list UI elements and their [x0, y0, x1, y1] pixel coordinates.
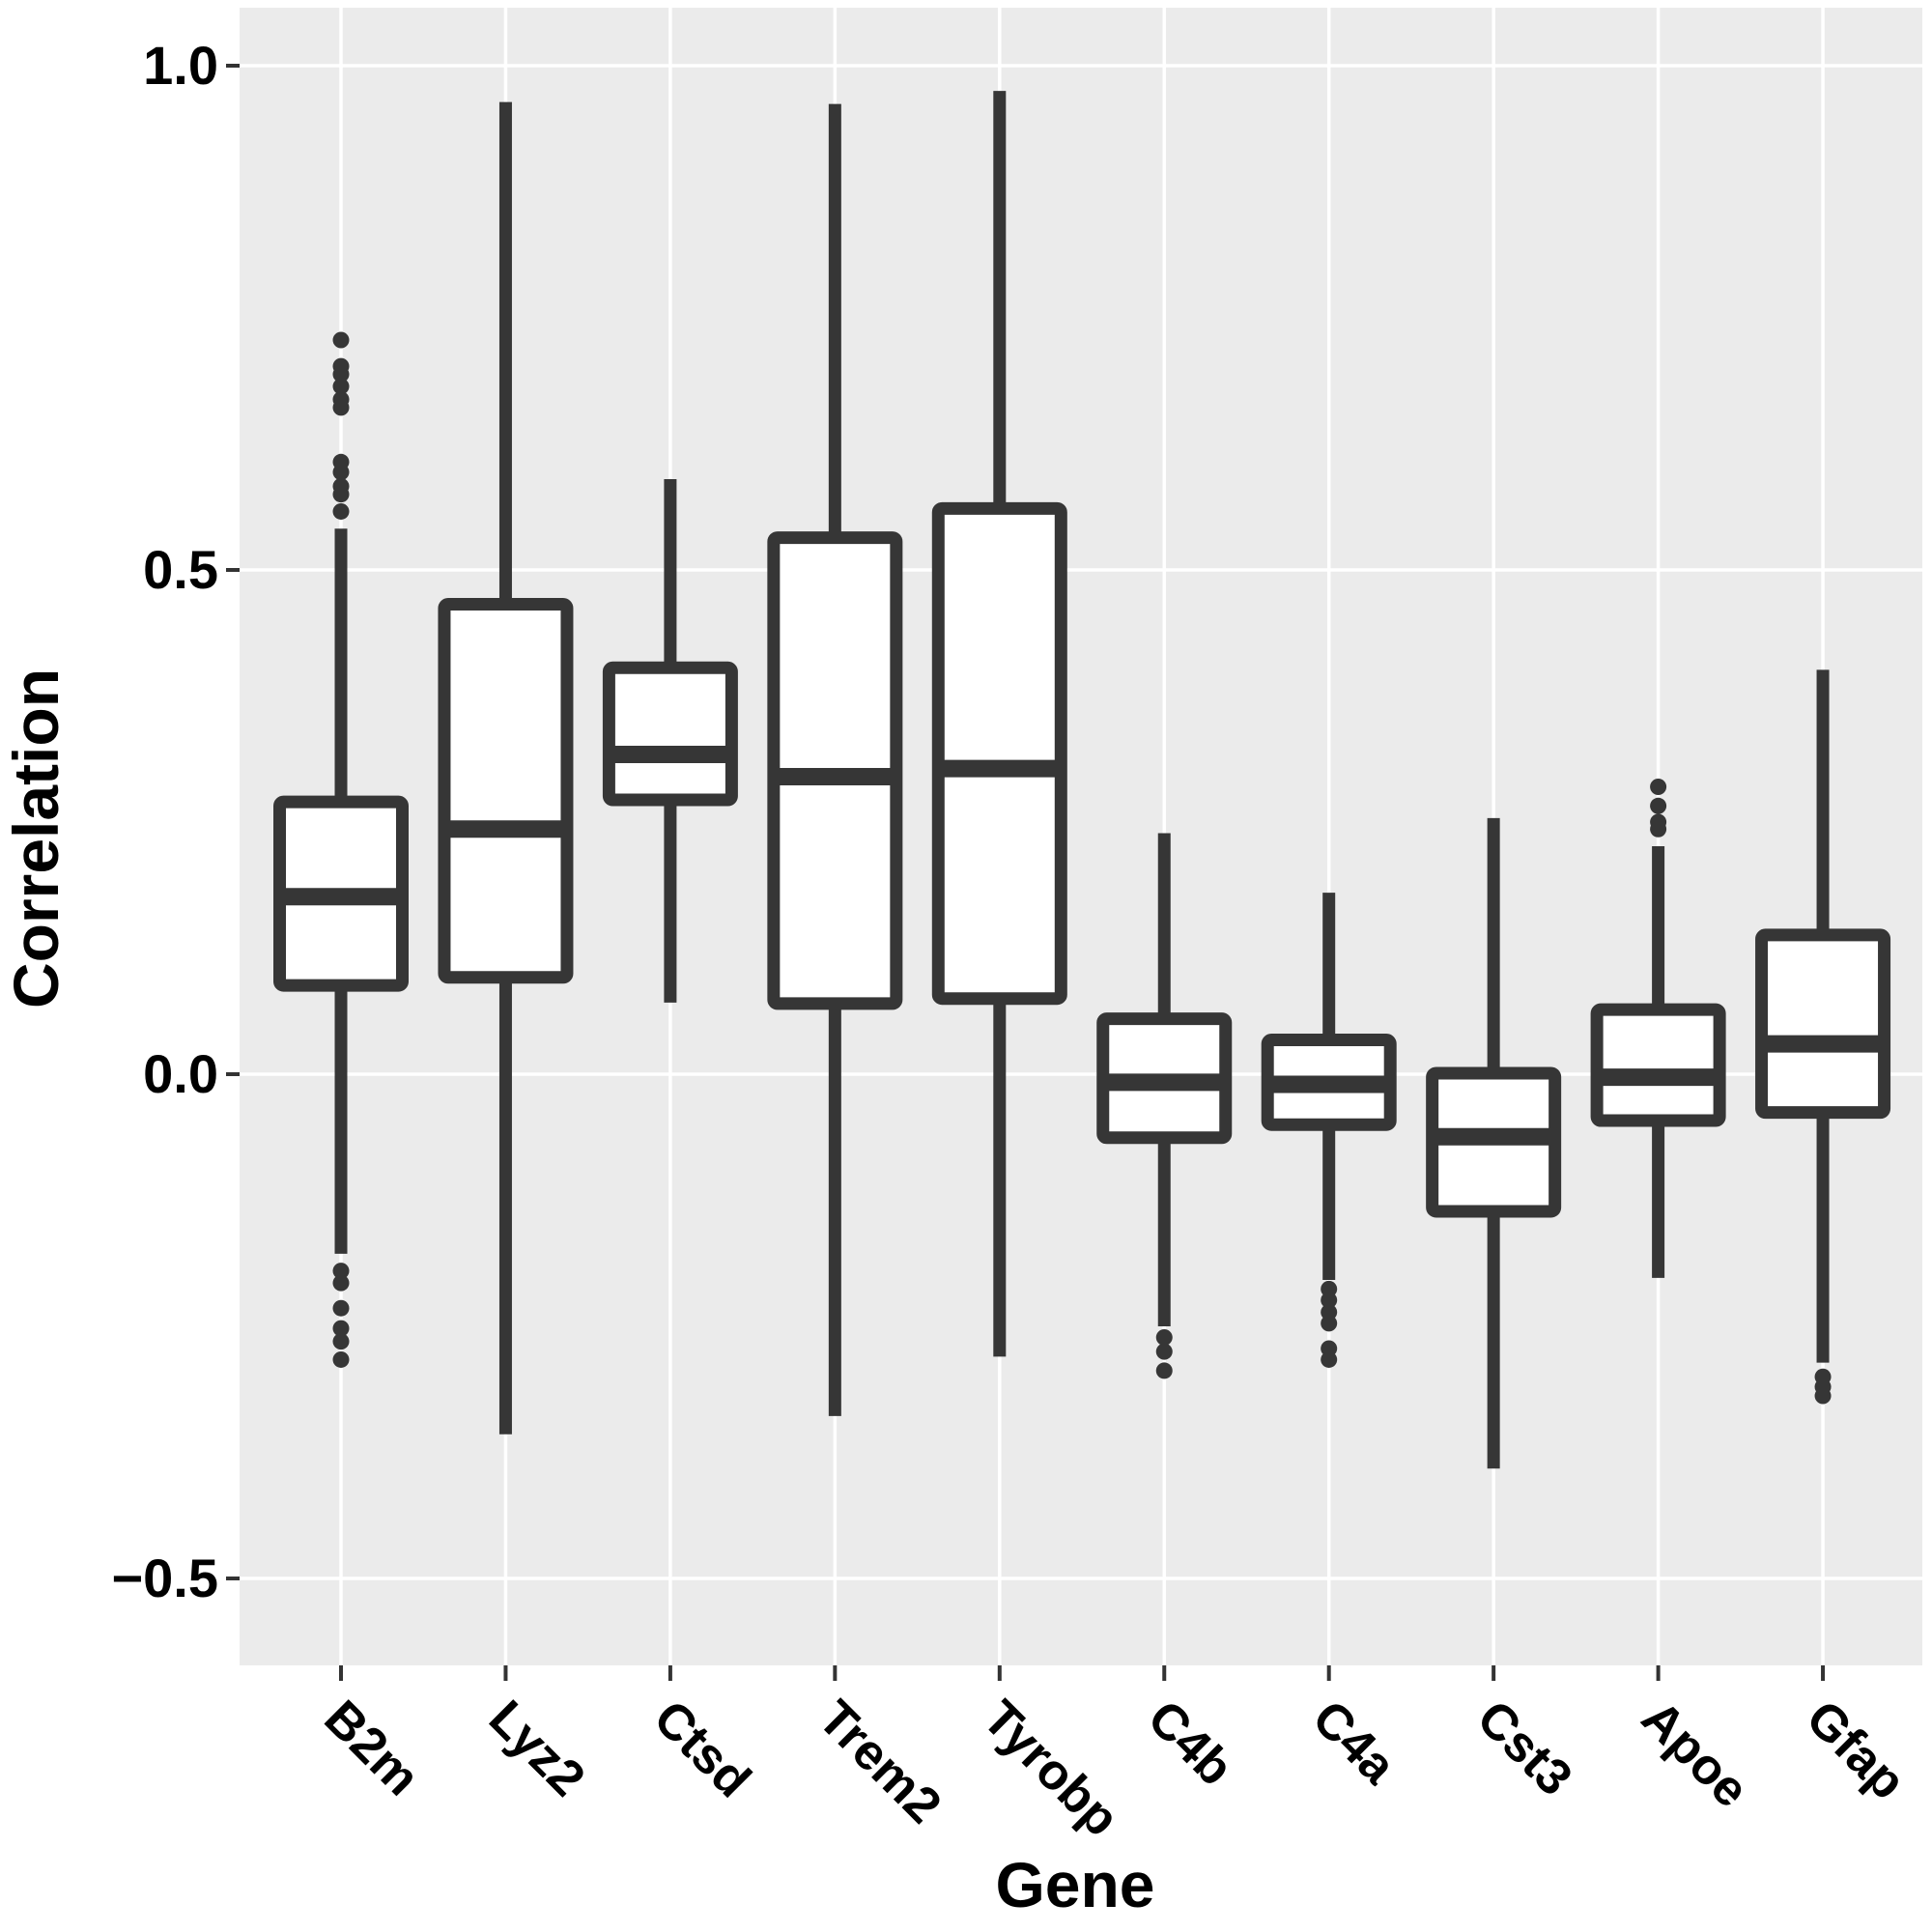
x-axis-title: Gene [995, 1849, 1154, 1920]
outlier-C4a-1 [1321, 1292, 1338, 1309]
boxplot-C4b [1096, 833, 1233, 1379]
boxplot-Cst3 [1426, 817, 1562, 1469]
outlier-B2m-12 [332, 1274, 350, 1292]
y-tick-label-0: 0.0 [143, 1043, 218, 1104]
outlier-C4b-1 [1155, 1343, 1173, 1360]
x-tick-label-Tyrobp: Tyrobp [972, 1690, 1129, 1847]
outlier-B2m-14 [332, 1320, 350, 1337]
outlier-B2m-7 [332, 464, 350, 481]
box-Ctsd [602, 661, 738, 807]
x-tick-label-Apoe: Apoe [1631, 1690, 1759, 1818]
y-tick-label--0.5: −0.5 [111, 1548, 218, 1608]
outlier-B2m-15 [332, 1333, 350, 1350]
outlier-Gfap-2 [1814, 1387, 1832, 1405]
outlier-B2m-0 [332, 331, 350, 349]
outlier-B2m-3 [332, 378, 350, 395]
box-Gfap [1755, 928, 1891, 1120]
x-axis: B2m Lyz2 Ctsd Trem2 Tyrobp C4b C4a Cst3 Apoe Gfap [314, 1665, 1917, 1847]
x-tick-label-Trem2: Trem2 [808, 1690, 952, 1833]
x-tick-label-C4a: C4a [1301, 1690, 1406, 1795]
outlier-C4a-3 [1321, 1315, 1338, 1332]
y-tick-label-1: 1.0 [143, 35, 218, 96]
boxplot-Lyz2 [438, 101, 574, 1435]
y-axis-title: Correlation [0, 668, 71, 1009]
outlier-B2m-10 [332, 502, 350, 520]
y-axis: 1.0 0.5 0.0 −0.5 [111, 35, 240, 1608]
outlier-B2m-16 [332, 1350, 350, 1368]
box-Lyz2 [438, 597, 574, 984]
boxplots [273, 91, 1891, 1469]
outlier-Apoe-0 [1650, 778, 1667, 795]
boxplot-C4a [1261, 893, 1397, 1368]
outlier-B2m-11 [332, 1263, 350, 1280]
outlier-Apoe-1 [1650, 797, 1667, 814]
box-Tyrobp [931, 501, 1067, 1006]
boxplot-Trem2 [767, 103, 903, 1416]
outlier-C4a-5 [1321, 1350, 1338, 1368]
x-tick-label-Ctsd: Ctsd [642, 1690, 761, 1808]
boxplot-Ctsd [602, 479, 738, 1003]
box-Apoe [1590, 1003, 1726, 1127]
boxplot-Tyrobp [931, 91, 1067, 1357]
outlier-C4b-2 [1155, 1362, 1173, 1379]
x-tick-label-B2m: B2m [314, 1690, 431, 1806]
x-tick-label-Gfap: Gfap [1796, 1690, 1917, 1810]
boxplot-Apoe [1590, 778, 1726, 1278]
boxplot-Gfap [1755, 669, 1891, 1405]
x-tick-label-Lyz2: Lyz2 [478, 1690, 595, 1806]
x-tick-label-Cst3: Cst3 [1466, 1690, 1583, 1806]
outlier-C4b-0 [1155, 1328, 1173, 1346]
outlier-Apoe-3 [1650, 820, 1667, 838]
x-tick-label-C4b: C4b [1137, 1690, 1243, 1796]
outlier-B2m-9 [332, 486, 350, 503]
boxplot-B2m [273, 331, 409, 1368]
outlier-B2m-5 [332, 399, 350, 416]
outlier-B2m-2 [332, 365, 350, 383]
outlier-B2m-13 [332, 1299, 350, 1317]
y-tick-label-0.5: 0.5 [143, 539, 218, 600]
